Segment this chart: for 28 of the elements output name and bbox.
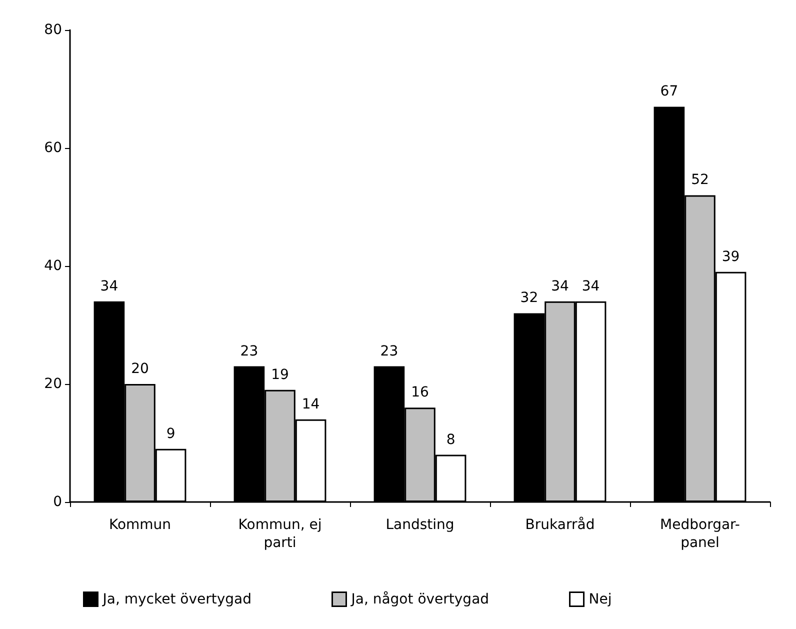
data-label: 34 [100,278,118,294]
data-label: 39 [722,248,740,265]
y-tick-label: 0 [53,494,62,510]
legend-label: Ja, något övertygad [350,590,490,608]
y-tick-label: 60 [44,140,62,156]
data-label: 23 [240,343,258,360]
data-label: 8 [446,432,456,448]
legend-label: Nej [588,591,612,608]
legend-label: Ja, mycket övertygad [102,591,252,608]
y-tick-label: 40 [44,258,62,274]
x-tick-label: Landsting [386,517,454,533]
data-label: 19 [271,366,289,383]
x-tick-label: Brukarråd [525,516,595,533]
data-label: 20 [131,361,149,377]
data-label: 52 [691,172,709,188]
x-tick-label: Kommun, ej parti [238,517,322,551]
data-label: 34 [582,278,600,294]
data-label: 9 [166,426,176,442]
x-tick-label: Kommun [108,517,172,533]
data-label: 23 [380,343,398,360]
data-label: 32 [520,290,538,306]
y-tick-label: 80 [44,22,62,38]
data-label: 67 [660,84,678,100]
data-label: 16 [411,384,429,401]
x-tick-label: Medborgar- panel [660,517,740,551]
y-tick-label: 20 [44,376,62,392]
data-label: 34 [551,278,569,294]
data-label: 14 [302,396,320,412]
